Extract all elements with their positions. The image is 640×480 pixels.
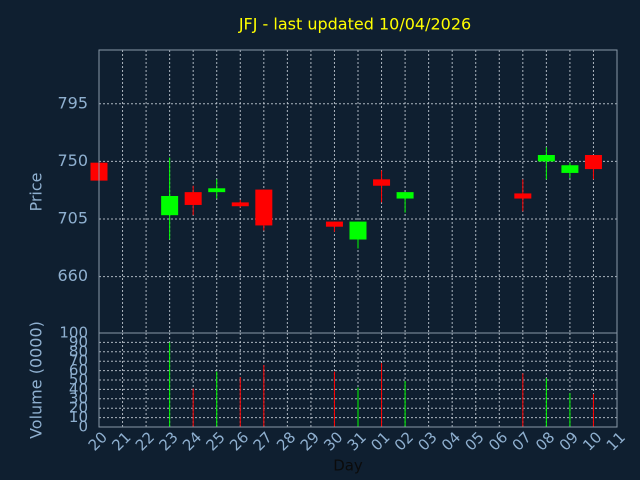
volume-tick-label: 80 [69,342,88,360]
x-tick-label: 11 [603,428,629,454]
volume-tick-label: 10 [69,408,88,426]
x-tick-label: 05 [462,428,488,454]
candle-body [255,189,273,226]
volume-tick-label: 70 [69,352,88,370]
x-tick-label: 08 [532,428,558,454]
x-tick-label: 31 [344,428,370,454]
candle-body [396,192,414,199]
candle-body [231,202,249,207]
x-tick-label: 30 [320,428,346,454]
volume-tick-label: 30 [69,389,88,407]
candle-body [325,221,343,227]
y-tick-label: 660 [57,266,88,285]
volume-tick-label: 50 [69,371,88,389]
chart-title: JFJ - last updated 10/04/2026 [238,15,471,34]
x-tick-label: 29 [297,428,323,454]
candle-body [349,221,367,240]
x-tick-label: 07 [509,428,535,454]
x-tick-label: 06 [485,428,511,454]
x-tick-label: 25 [203,428,229,454]
x-axis-label: Day [333,457,363,475]
y-tick-label: 795 [57,93,88,112]
x-tick-label: 20 [85,428,111,454]
x-tick-label: 02 [391,428,417,454]
y-tick-label: 705 [57,209,88,228]
candle-body [208,188,226,193]
volume-tick-label: 90 [69,333,88,351]
x-tick-label: 03 [414,428,440,454]
x-tick-label: 10 [579,428,605,454]
candle-body [184,192,202,205]
volume-axis-label: Volume (0000) [27,321,46,439]
x-tick-label: 01 [367,428,393,454]
y-tick-label: 750 [57,151,88,170]
y-axis-label: Price [27,172,46,211]
volume-tick-label: 40 [69,380,88,398]
candle-body [561,165,579,173]
volume-tick-label: 100 [59,324,88,342]
x-tick-label: 22 [132,428,158,454]
candle-body [537,155,555,162]
volume-tick-label: 60 [69,361,88,379]
volume-frame [98,332,618,428]
candle-body [584,155,602,170]
x-tick-label: 23 [155,428,181,454]
candle-body [514,193,532,199]
candle-body [161,195,179,216]
x-tick-label: 24 [179,428,205,454]
x-tick-label: 04 [438,428,464,454]
candle-body [373,179,391,186]
volume-tick-label: 0 [78,418,88,436]
volume-tick-label: 20 [69,399,88,417]
x-tick-label: 27 [250,428,276,454]
x-tick-label: 09 [556,428,582,454]
x-tick-label: 21 [108,428,134,454]
x-tick-label: 26 [226,428,252,454]
x-tick-label: 28 [273,428,299,454]
